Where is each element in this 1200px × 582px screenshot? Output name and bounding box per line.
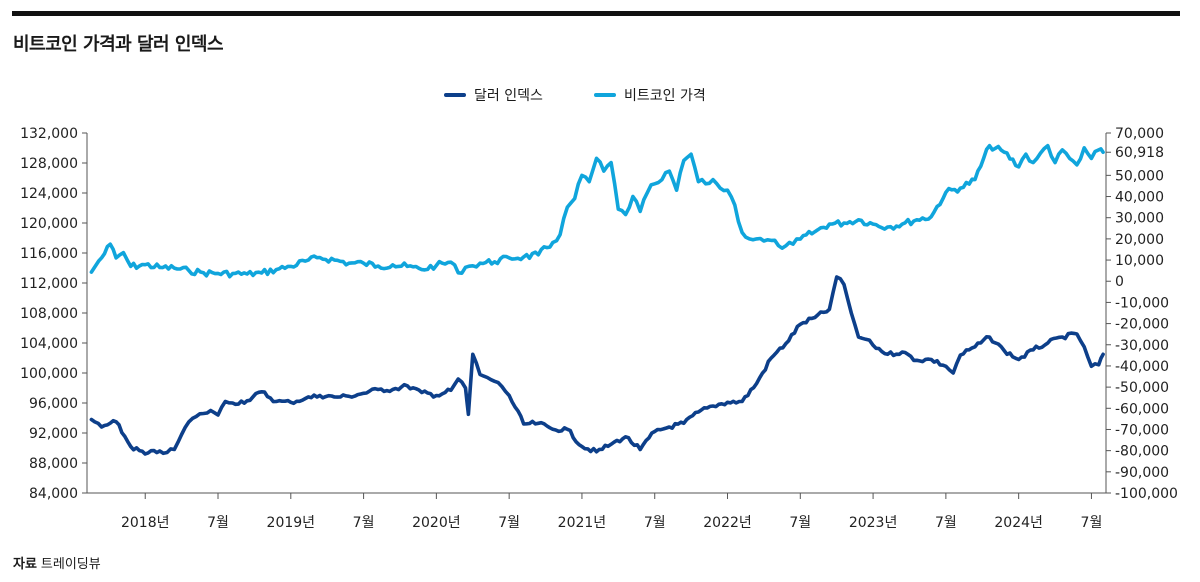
x-tick-label: 7월 xyxy=(935,515,957,531)
x-tick-label: 2024년 xyxy=(994,515,1043,531)
x-tick-label: 7월 xyxy=(644,515,666,531)
y-right-tick-label: 60,918 xyxy=(1115,145,1164,161)
y-left-tick-label: 100,000 xyxy=(20,366,78,382)
chart-title: 비트코인 가격과 달러 인덱스 xyxy=(13,34,224,55)
source-label: 자료 xyxy=(13,557,37,572)
x-tick-label: 2023년 xyxy=(849,515,898,531)
y-left-tick-label: 124,000 xyxy=(20,186,78,202)
x-tick-label: 2022년 xyxy=(703,515,752,531)
x-tick-label: 2020년 xyxy=(412,515,461,531)
y-right-tick-label: 20,000 xyxy=(1115,232,1164,248)
y-right-tick-label: 40,000 xyxy=(1115,190,1164,206)
y-right-tick-label: -30,000 xyxy=(1115,338,1169,354)
y-left-tick-label: 116,000 xyxy=(20,246,78,262)
x-tick-label: 2018년 xyxy=(121,515,170,531)
y-right-tick-label: 30,000 xyxy=(1115,211,1164,227)
y-right-tick-label: -10,000 xyxy=(1115,295,1169,311)
legend-swatch-dollar-index xyxy=(444,93,466,97)
series-line-bitcoin xyxy=(89,143,1105,279)
y-right-tick-label: 70,000 xyxy=(1115,126,1164,142)
legend-swatch-bitcoin xyxy=(594,93,616,97)
y-left-tick-label: 92,000 xyxy=(29,426,78,442)
legend-item-bitcoin: 비트코인 가격 xyxy=(594,85,706,105)
x-tick-label: 7월 xyxy=(498,515,520,531)
y-left-tick-label: 112,000 xyxy=(20,276,78,292)
y-left-tick-label: 128,000 xyxy=(20,156,78,172)
legend-item-dollar-index: 달러 인덱스 xyxy=(444,85,543,105)
x-tick-label: 7월 xyxy=(789,515,811,531)
y-right-tick-label: 10,000 xyxy=(1115,253,1164,269)
y-left-tick-label: 120,000 xyxy=(20,216,78,232)
y-left-tick-label: 84,000 xyxy=(29,486,78,502)
y-right-tick-label: -90,000 xyxy=(1115,465,1169,481)
y-left-tick-label: 88,000 xyxy=(29,456,78,472)
x-tick-label: 7월 xyxy=(207,515,229,531)
legend: 달러 인덱스 비트코인 가격 xyxy=(0,85,1200,105)
y-right-tick-label: 0 xyxy=(1115,274,1124,290)
y-right-tick-label: -50,000 xyxy=(1115,380,1169,396)
legend-label-bitcoin: 비트코인 가격 xyxy=(624,88,706,104)
y-right-tick-label: -80,000 xyxy=(1115,444,1169,460)
y-right-tick-label: 50,000 xyxy=(1115,168,1164,184)
y-left-tick-label: 104,000 xyxy=(20,336,78,352)
legend-label-dollar-index: 달러 인덱스 xyxy=(474,88,543,104)
y-left-tick-label: 108,000 xyxy=(20,306,78,322)
top-rule xyxy=(12,11,1180,16)
y-left-tick-label: 96,000 xyxy=(29,396,78,412)
y-right-tick-label: -40,000 xyxy=(1115,359,1169,375)
x-tick-label: 7월 xyxy=(353,515,375,531)
x-tick-label: 7월 xyxy=(1081,515,1103,531)
source-text: 트레이딩뷰 xyxy=(40,557,101,572)
x-tick-label: 2019년 xyxy=(267,515,316,531)
y-right-tick-label: -60,000 xyxy=(1115,401,1169,417)
y-left-tick-label: 132,000 xyxy=(20,126,78,142)
x-tick-label: 2021년 xyxy=(558,515,607,531)
series-line-dollar-index xyxy=(89,275,1105,456)
y-right-tick-label: -70,000 xyxy=(1115,422,1169,438)
y-right-tick-label: -20,000 xyxy=(1115,317,1169,333)
source-note: 자료 트레이딩뷰 xyxy=(13,553,101,572)
y-right-tick-label: -100,000 xyxy=(1115,486,1178,502)
